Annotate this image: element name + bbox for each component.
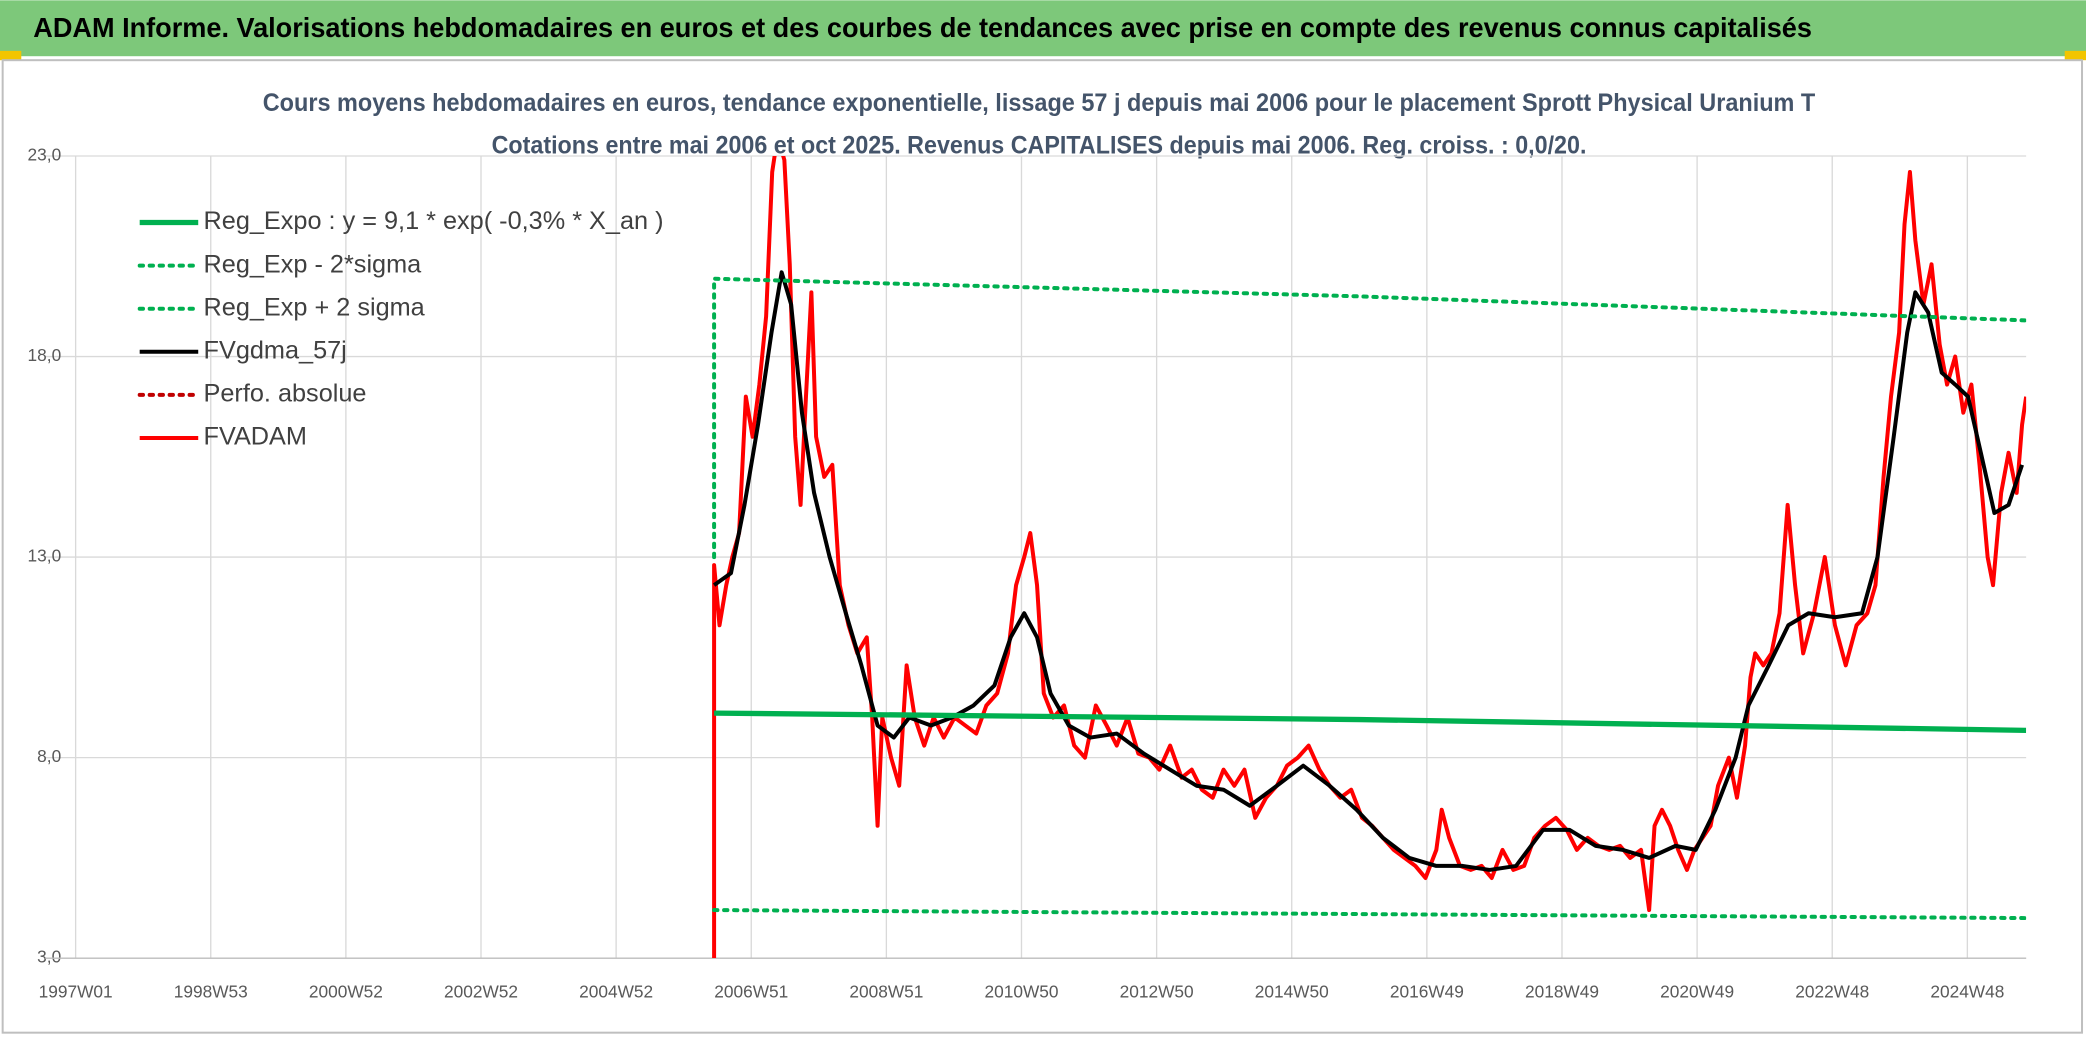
legend-label: Reg_Exp - 2*sigma: [204, 250, 423, 278]
page-title: ADAM Informe. Valorisations hebdomadaire…: [33, 12, 1812, 43]
x-tick-label: 2024W48: [1930, 981, 2004, 1001]
x-tick-label: 2018W49: [1525, 981, 1599, 1001]
y-tick-label: 13,0: [28, 546, 62, 566]
series-line: [712, 270, 2024, 872]
x-tick-label: 1997W01: [39, 981, 113, 1001]
series-line: [712, 276, 2027, 560]
y-tick-label: 3,0: [37, 947, 61, 967]
legend: Reg_Expo : y = 9,1 * exp( -0,3% * X_an )…: [137, 207, 664, 451]
legend-label: Perfo. absolue: [204, 380, 367, 408]
x-tick-label: 2006W51: [714, 981, 788, 1001]
x-tick-label: 2010W50: [985, 981, 1059, 1001]
x-tick-label: 2022W48: [1795, 981, 1869, 1001]
corner: [2064, 50, 2086, 61]
chart-subtitle: Cotations entre mai 2006 et oct 2025. Re…: [492, 131, 1587, 159]
x-tick-label: 2012W50: [1120, 981, 1194, 1001]
x-tick-label: 2016W49: [1390, 981, 1464, 1001]
chart-frame: [1, 59, 2084, 1034]
header-bar: [0, 0, 2086, 57]
x-tick-label: 2000W52: [309, 981, 383, 1001]
x-tick-label: 2002W52: [444, 981, 518, 1001]
x-tick-label: 2004W52: [579, 981, 653, 1001]
corner: [0, 50, 22, 61]
series-line: [712, 908, 2027, 921]
x-tick-label: 2008W51: [849, 981, 923, 1001]
legend-label: FVADAM: [204, 423, 307, 451]
y-tick-label: 8,0: [37, 746, 61, 766]
y-tick-label: 23,0: [28, 145, 62, 165]
chart-title: Cours moyens hebdomadaires en euros, ten…: [263, 89, 1816, 117]
plot: [712, 155, 2027, 959]
x-tick-label: 1998W53: [174, 981, 248, 1001]
x-tick-label: 2014W50: [1255, 981, 1329, 1001]
x-tick-label: 2020W49: [1660, 981, 1734, 1001]
legend-label: Reg_Exp + 2 sigma: [204, 293, 426, 321]
legend-label: Reg_Expo : y = 9,1 * exp( -0,3% * X_an ): [204, 207, 664, 235]
series-line: [714, 710, 2027, 734]
legend-label: FVgdma_57j: [204, 336, 347, 364]
y-tick-label: 18,0: [28, 345, 62, 365]
